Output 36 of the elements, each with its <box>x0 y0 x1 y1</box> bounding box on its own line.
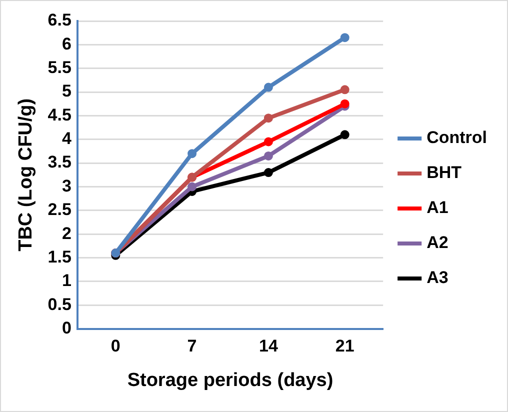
y-tick-label: 0 <box>62 318 72 338</box>
x-axis-title: Storage periods (days) <box>127 370 334 391</box>
legend-label: A2 <box>426 233 448 252</box>
legend-label: A3 <box>426 268 448 288</box>
legend-label: A1 <box>426 198 448 218</box>
point <box>188 182 197 192</box>
legend-label: Control <box>426 128 488 148</box>
point <box>264 137 273 146</box>
y-tick-label: 1 <box>62 271 72 290</box>
y-tick-label: 2.5 <box>48 200 72 220</box>
y-tick-label: 4 <box>62 129 72 148</box>
y-tick-label: 0.5 <box>48 294 72 314</box>
y-tick-label: 5 <box>62 82 72 101</box>
point <box>264 151 273 160</box>
y-tick-label: 1.5 <box>48 247 72 266</box>
point <box>340 130 350 140</box>
legend-label: BHT <box>426 163 462 182</box>
y-tick-label: 6 <box>62 34 72 54</box>
point <box>340 99 350 108</box>
point <box>264 114 273 123</box>
point <box>264 82 273 92</box>
x-tick-label: 7 <box>187 336 197 356</box>
point <box>188 149 197 158</box>
y-tick-label: 3 <box>62 176 72 196</box>
y-tick-label: 5.5 <box>48 58 72 78</box>
point <box>340 85 350 94</box>
point <box>340 33 350 42</box>
y-tick-label: 6.5 <box>48 10 72 30</box>
x-tick-label: 0 <box>110 336 120 356</box>
x-tick-label: 21 <box>335 336 354 356</box>
y-tick-label: 2 <box>62 224 72 243</box>
y-axis-title: TBC (Log CFU/g) <box>16 98 37 252</box>
x-tick-label: 14 <box>258 336 278 356</box>
y-tick-label: 3.5 <box>48 152 72 172</box>
y-tick-label: 4.5 <box>48 105 72 124</box>
point <box>264 168 273 178</box>
